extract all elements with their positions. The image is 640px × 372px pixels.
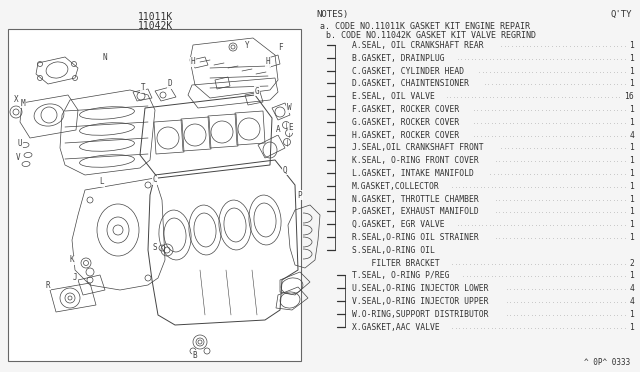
Text: 4: 4 bbox=[629, 297, 634, 306]
Text: B.GASKET, DRAINPLUG: B.GASKET, DRAINPLUG bbox=[352, 54, 445, 63]
Text: 1: 1 bbox=[629, 208, 634, 217]
Text: H: H bbox=[266, 58, 270, 67]
Text: N.GASKET, THROTTLE CHAMBER: N.GASKET, THROTTLE CHAMBER bbox=[352, 195, 479, 203]
Text: 1: 1 bbox=[629, 195, 634, 203]
Text: 1: 1 bbox=[629, 105, 634, 114]
Text: H.GASKET, ROCKER COVER: H.GASKET, ROCKER COVER bbox=[352, 131, 460, 140]
Text: ^ 0P^ 0333: ^ 0P^ 0333 bbox=[584, 358, 630, 367]
Text: 1: 1 bbox=[629, 143, 634, 153]
Text: C: C bbox=[153, 176, 157, 185]
Text: R.SEAL,O-RING OIL STRAINER: R.SEAL,O-RING OIL STRAINER bbox=[352, 233, 479, 242]
Text: 11011K: 11011K bbox=[138, 12, 173, 22]
Text: 1: 1 bbox=[629, 220, 634, 229]
Text: U: U bbox=[18, 138, 22, 148]
Text: E.SEAL, OIL VALVE: E.SEAL, OIL VALVE bbox=[352, 92, 435, 101]
Text: 1: 1 bbox=[629, 67, 634, 76]
Text: 2: 2 bbox=[629, 259, 634, 267]
Text: X: X bbox=[13, 96, 19, 105]
Text: NOTES): NOTES) bbox=[316, 10, 348, 19]
Text: S: S bbox=[153, 244, 157, 253]
Text: 1: 1 bbox=[629, 156, 634, 165]
Text: 1: 1 bbox=[629, 169, 634, 178]
Text: P.GASKET, EXHAUST MANIFOLD: P.GASKET, EXHAUST MANIFOLD bbox=[352, 208, 479, 217]
Text: X.GASKET,AAC VALVE: X.GASKET,AAC VALVE bbox=[352, 323, 440, 331]
Text: R: R bbox=[45, 280, 51, 289]
Text: J.SEAL,OIL CRANKSHAFT FRONT: J.SEAL,OIL CRANKSHAFT FRONT bbox=[352, 143, 484, 153]
Text: S.SEAL,O-RING OIL: S.SEAL,O-RING OIL bbox=[352, 246, 435, 255]
Text: V: V bbox=[16, 154, 20, 163]
Text: Q'TY: Q'TY bbox=[611, 10, 632, 19]
Text: W: W bbox=[287, 103, 291, 112]
Text: C.GASKET, CYLINDER HEAD: C.GASKET, CYLINDER HEAD bbox=[352, 67, 464, 76]
Text: M: M bbox=[20, 99, 26, 108]
Text: T: T bbox=[141, 83, 145, 93]
Text: N: N bbox=[102, 54, 108, 62]
Text: Y: Y bbox=[244, 42, 250, 51]
Text: E: E bbox=[289, 124, 293, 132]
Text: Q: Q bbox=[283, 166, 287, 174]
Text: F: F bbox=[278, 44, 282, 52]
Text: G: G bbox=[255, 87, 259, 96]
Text: 1: 1 bbox=[629, 79, 634, 89]
Text: a. CODE NO.11011K GASKET KIT ENGINE REPAIR: a. CODE NO.11011K GASKET KIT ENGINE REPA… bbox=[320, 22, 530, 31]
Text: D: D bbox=[168, 80, 172, 89]
Text: V.SEAL,O-RING INJECTOR UPPER: V.SEAL,O-RING INJECTOR UPPER bbox=[352, 297, 488, 306]
Text: K: K bbox=[70, 256, 74, 264]
Text: P: P bbox=[298, 190, 302, 199]
Text: L: L bbox=[100, 177, 104, 186]
Text: U.SEAL,O-RING INJECTOR LOWER: U.SEAL,O-RING INJECTOR LOWER bbox=[352, 284, 488, 293]
Text: 1: 1 bbox=[629, 182, 634, 191]
Text: 11042K: 11042K bbox=[138, 21, 173, 31]
Text: 1: 1 bbox=[629, 54, 634, 63]
Text: b. CODE NO.11042K GASKET KIT VALVE REGRIND: b. CODE NO.11042K GASKET KIT VALVE REGRI… bbox=[326, 31, 536, 40]
Text: 4: 4 bbox=[629, 284, 634, 293]
Text: 1: 1 bbox=[629, 323, 634, 331]
Text: K.SEAL, O-RING FRONT COVER: K.SEAL, O-RING FRONT COVER bbox=[352, 156, 479, 165]
Text: F.GASKET, ROCKER COVER: F.GASKET, ROCKER COVER bbox=[352, 105, 460, 114]
Text: M.GASKET,COLLECTOR: M.GASKET,COLLECTOR bbox=[352, 182, 440, 191]
Text: 1: 1 bbox=[629, 41, 634, 50]
Text: A.SEAL, OIL CRANKSHAFT REAR: A.SEAL, OIL CRANKSHAFT REAR bbox=[352, 41, 484, 50]
Bar bbox=[8, 29, 301, 361]
Text: Q.GASKET, EGR VALVE: Q.GASKET, EGR VALVE bbox=[352, 220, 445, 229]
Text: D.GASKET, CHAINTENSIONER: D.GASKET, CHAINTENSIONER bbox=[352, 79, 469, 89]
Text: T.SEAL, O-RING P/REG: T.SEAL, O-RING P/REG bbox=[352, 272, 449, 280]
Text: L.GASKET, INTAKE MANIFOLD: L.GASKET, INTAKE MANIFOLD bbox=[352, 169, 474, 178]
Text: 1: 1 bbox=[629, 272, 634, 280]
Text: 1: 1 bbox=[629, 118, 634, 127]
Text: 16: 16 bbox=[624, 92, 634, 101]
Text: G.GASKET, ROCKER COVER: G.GASKET, ROCKER COVER bbox=[352, 118, 460, 127]
Text: 4: 4 bbox=[629, 131, 634, 140]
Text: 1: 1 bbox=[629, 233, 634, 242]
Text: J: J bbox=[73, 273, 77, 282]
Text: 1: 1 bbox=[629, 310, 634, 319]
Text: A: A bbox=[276, 125, 280, 135]
Text: H: H bbox=[191, 58, 195, 67]
Text: W.O-RING,SUPPORT DISTRIBUTOR: W.O-RING,SUPPORT DISTRIBUTOR bbox=[352, 310, 488, 319]
Text: B: B bbox=[193, 350, 197, 359]
Text: FILTER BRACKET: FILTER BRACKET bbox=[352, 259, 440, 267]
